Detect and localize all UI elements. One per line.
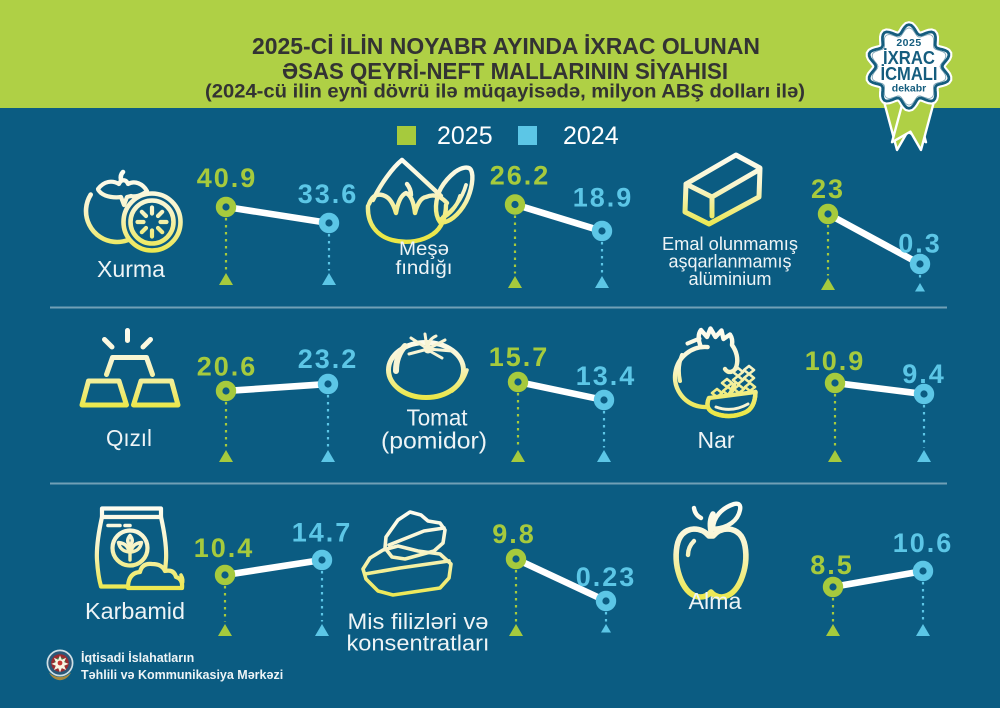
svg-text:9.4: 9.4 [902, 359, 946, 389]
svg-text:23.2: 23.2 [298, 344, 359, 374]
svg-text:Alma: Alma [689, 588, 742, 614]
svg-text:İCMALI: İCMALI [881, 63, 938, 84]
svg-text:10.9: 10.9 [805, 346, 866, 376]
svg-text:2025: 2025 [896, 37, 921, 49]
svg-text:13.4: 13.4 [576, 361, 637, 391]
svg-text:Meşə: Meşə [399, 239, 449, 260]
svg-text:0.3: 0.3 [898, 229, 942, 259]
svg-text:20.6: 20.6 [197, 352, 258, 382]
svg-text:Təhlili və Kommunikasiya Mərkə: Təhlili və Kommunikasiya Mərkəzi [81, 668, 283, 682]
svg-text:Emal olunmamış: Emal olunmamış [662, 234, 798, 254]
svg-text:10.4: 10.4 [194, 533, 255, 563]
svg-text:40.9: 40.9 [197, 163, 258, 193]
svg-text:10.6: 10.6 [893, 528, 954, 558]
svg-text:Nar: Nar [698, 427, 735, 453]
svg-text:8.5: 8.5 [810, 550, 854, 580]
svg-text:0.23: 0.23 [576, 562, 637, 592]
svg-text:fındığı: fındığı [396, 258, 453, 279]
svg-text:ƏSAS QEYRİ-NEFT MALLARININ SİY: ƏSAS QEYRİ-NEFT MALLARININ SİYAHISI [282, 58, 728, 84]
svg-text:İqtisadi İslahatların: İqtisadi İslahatların [81, 650, 194, 665]
svg-text:Qızıl: Qızıl [106, 425, 152, 451]
svg-text:Xurma: Xurma [97, 256, 165, 282]
svg-text:23: 23 [811, 174, 845, 204]
svg-text:aşqarlanmamış: aşqarlanmamış [669, 252, 792, 272]
svg-text:33.6: 33.6 [298, 179, 359, 209]
svg-text:İXRAC: İXRAC [883, 47, 935, 68]
svg-text:(pomidor): (pomidor) [381, 428, 487, 454]
svg-text:konsentratları: konsentratları [347, 631, 490, 656]
svg-text:(2024-cü ilin eyni dövrü ilə m: (2024-cü ilin eyni dövrü ilə müqayisədə,… [205, 81, 805, 103]
svg-text:Tomat: Tomat [407, 405, 469, 431]
svg-text:26.2: 26.2 [490, 161, 551, 191]
svg-text:2025: 2025 [437, 122, 493, 150]
svg-text:2025-Cİ İLİN NOYABR AYINDA İXR: 2025-Cİ İLİN NOYABR AYINDA İXRAC OLUNAN [252, 33, 760, 59]
svg-text:9.8: 9.8 [492, 519, 536, 549]
svg-text:Karbamid: Karbamid [85, 598, 185, 624]
svg-text:2024: 2024 [563, 122, 619, 150]
svg-text:dekabr: dekabr [892, 83, 926, 95]
svg-text:15.7: 15.7 [489, 342, 550, 372]
svg-text:Mis filizləri və: Mis filizləri və [348, 609, 489, 634]
svg-text:18.9: 18.9 [573, 183, 634, 213]
svg-text:14.7: 14.7 [292, 518, 353, 548]
svg-text:alüminium: alüminium [689, 269, 772, 289]
